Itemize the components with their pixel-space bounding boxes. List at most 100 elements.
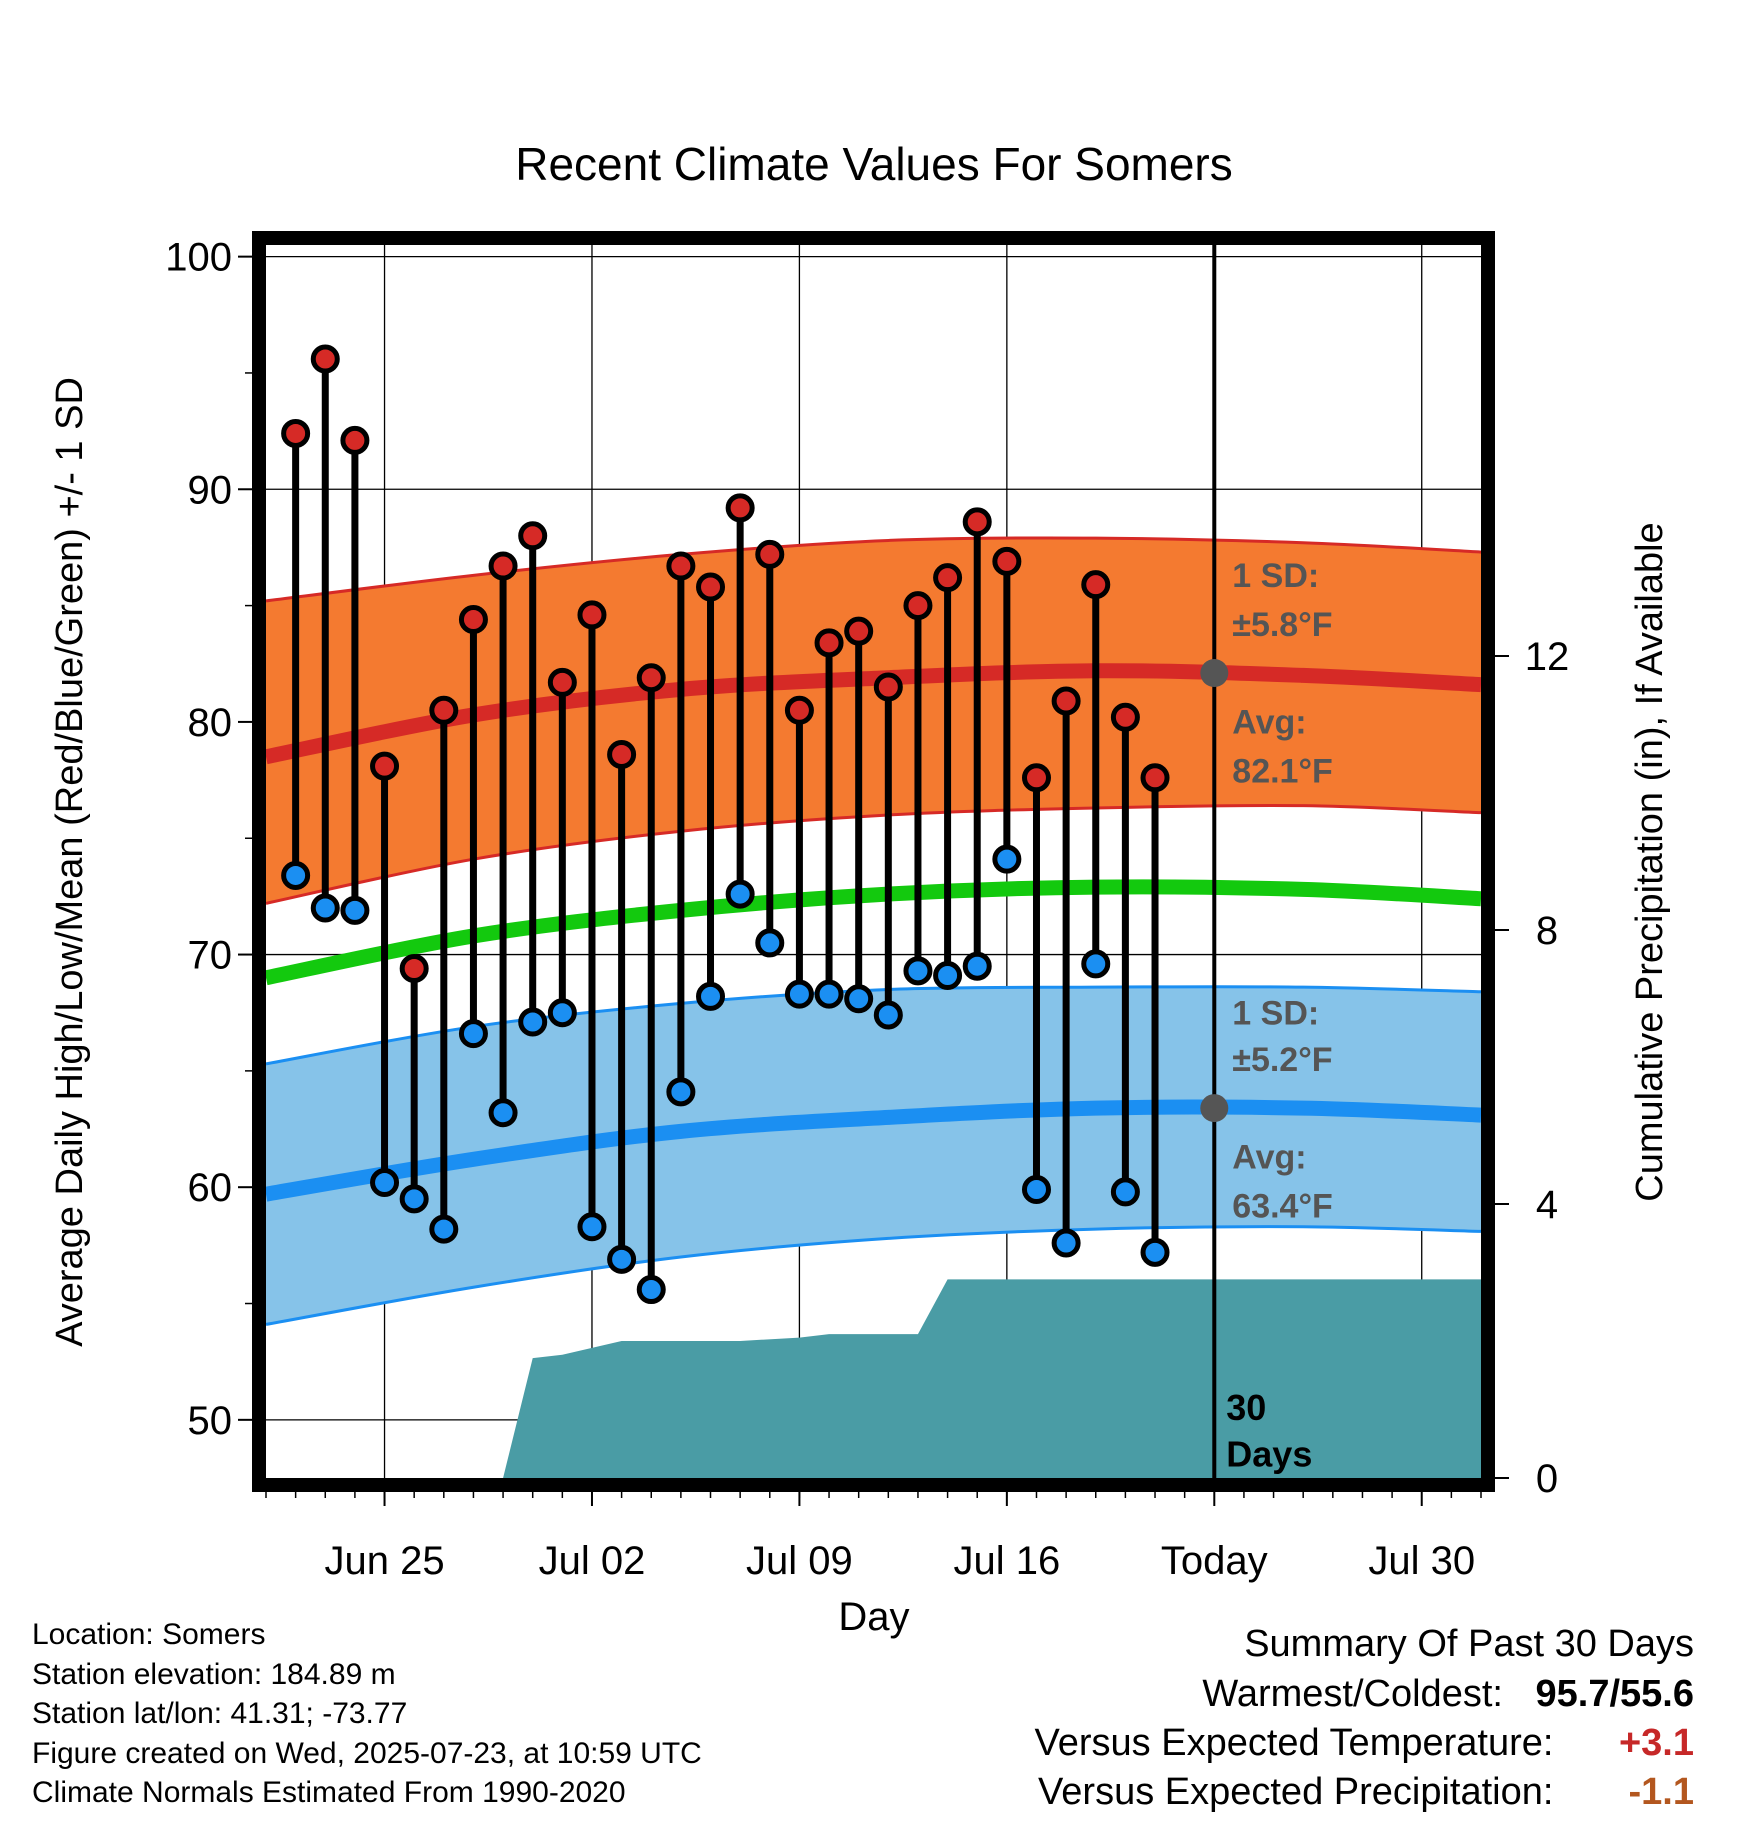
- station-latlon: Station lat/lon: 41.31; -73.77: [32, 1697, 408, 1730]
- obs-high-point-2025-07-02: [577, 600, 607, 630]
- figure-created: Figure created on Wed, 2025-07-23, at 10…: [32, 1736, 702, 1770]
- obs-low-point-2025-07-09: [784, 979, 814, 1009]
- station-location: Location: Somers: [32, 1618, 266, 1651]
- obs-high-point-2025-06-29: [488, 551, 518, 581]
- high-sd-upper-edge: [266, 536, 1481, 603]
- obs-low-point-2025-06-27: [429, 1214, 459, 1244]
- obs-low-point-2025-06-26: [399, 1184, 429, 1214]
- obs-low-point-2025-07-03: [607, 1244, 637, 1274]
- plot-frame: [252, 231, 1495, 1492]
- x-tick-label-2025-07-02: Jul 02: [539, 1539, 646, 1583]
- high-sd-band: [266, 537, 1481, 904]
- x-tick-label-2025-07-09: Jul 09: [746, 1539, 853, 1583]
- obs-low-point-2025-07-08: [755, 928, 785, 958]
- y-tick-label-90: 90: [188, 468, 233, 512]
- y2-axis-label: Cumulative Precipitation (in), If Availa…: [1629, 522, 1671, 1201]
- low-sd-band: [266, 986, 1481, 1325]
- obs-high-point-2025-07-20: [1110, 702, 1140, 732]
- obs-low-point-2025-06-22: [281, 860, 311, 890]
- y-tick-label-50: 50: [188, 1399, 233, 1443]
- obs-high-point-2025-07-09: [784, 695, 814, 725]
- obs-low-point-2025-07-07: [725, 879, 755, 909]
- obs-high-point-2025-07-03: [607, 739, 637, 769]
- obs-low-point-2025-07-12: [873, 1000, 903, 1030]
- obs-low-point-2025-07-18: [1051, 1228, 1081, 1258]
- obs-low-point-2025-07-17: [1021, 1175, 1051, 1205]
- obs-low-point-2025-07-14: [933, 960, 963, 990]
- normals-period: Climate Normals Estimated From 1990-2020: [32, 1776, 626, 1809]
- low-avg-title: Avg:: [1232, 1139, 1306, 1177]
- obs-high-point-2025-07-14: [933, 563, 963, 593]
- obs-high-point-2025-07-15: [962, 507, 992, 537]
- warmest-coldest-value: 95.7/55.6: [1535, 1673, 1694, 1715]
- low-avg-value: 63.4°F: [1232, 1187, 1333, 1225]
- station-elevation: Station elevation: 184.89 m: [32, 1657, 396, 1691]
- obs-low-point-2025-06-25: [370, 1168, 400, 1198]
- high-sd-value: ±5.8°F: [1232, 606, 1332, 644]
- obs-low-point-2025-06-30: [518, 1007, 548, 1037]
- obs-high-point-2025-07-21: [1140, 763, 1170, 793]
- warmest-coldest-label: Warmest/Coldest:: [1202, 1673, 1503, 1715]
- x-axis-label: Day: [838, 1595, 909, 1639]
- obs-high-point-2025-06-26: [399, 954, 429, 984]
- precip-anomaly-value: -1.1: [1628, 1771, 1694, 1813]
- low-sd-lower-edge: [266, 1225, 1481, 1326]
- obs-low-point-2025-07-05: [666, 1077, 696, 1107]
- obs-high-point-2025-07-17: [1021, 763, 1051, 793]
- obs-low-point-2025-07-11: [844, 984, 874, 1014]
- obs-high-point-2025-07-07: [725, 493, 755, 523]
- period-number: 30: [1226, 1387, 1266, 1428]
- high-avg-value: 82.1°F: [1232, 752, 1333, 790]
- low-sd-title: 1 SD:: [1232, 994, 1319, 1032]
- summary-temp-anomaly: Versus Expected Temperature: +3.1: [794, 1719, 1694, 1768]
- obs-low-point-2025-06-28: [458, 1019, 488, 1049]
- y2-tick-label-4: 4: [1536, 1183, 1558, 1227]
- obs-low-point-2025-06-29: [488, 1098, 518, 1128]
- obs-high-point-2025-06-24: [340, 425, 370, 455]
- obs-low-point-2025-07-01: [547, 998, 577, 1028]
- y2-tick-label-8: 8: [1536, 909, 1558, 953]
- today-low-avg-marker: [1200, 1094, 1229, 1123]
- obs-high-point-2025-07-16: [992, 546, 1022, 576]
- obs-high-point-2025-07-11: [844, 616, 874, 646]
- obs-high-point-2025-06-23: [310, 344, 340, 374]
- obs-high-point-2025-07-10: [814, 628, 844, 658]
- precip-area: [503, 1279, 1481, 1478]
- chart-title: Recent Climate Values For Somers: [515, 138, 1233, 190]
- obs-high-point-2025-06-30: [518, 521, 548, 551]
- y2-tick-label-12: 12: [1525, 635, 1570, 679]
- temp-anomaly-value: +3.1: [1618, 1722, 1694, 1764]
- obs-high-point-2025-06-25: [370, 751, 400, 781]
- high-avg-title: Avg:: [1232, 704, 1306, 742]
- x-tick-label-2025-07-23: Today: [1161, 1539, 1268, 1583]
- y2-tick-label-0: 0: [1536, 1457, 1558, 1501]
- high-sd-title: 1 SD:: [1232, 557, 1319, 595]
- obs-high-point-2025-07-01: [547, 667, 577, 697]
- obs-high-point-2025-06-28: [458, 605, 488, 635]
- obs-low-point-2025-06-24: [340, 895, 370, 925]
- obs-high-point-2025-07-06: [696, 572, 726, 602]
- obs-low-point-2025-07-21: [1140, 1237, 1170, 1267]
- summary-panel: Summary Of Past 30 Days Warmest/Coldest:…: [794, 1618, 1694, 1817]
- station-info: Location: Somers Station elevation: 184.…: [32, 1615, 932, 1813]
- obs-high-point-2025-07-13: [903, 591, 933, 621]
- y-axis-label: Average Daily High/Low/Mean (Red/Blue/Gr…: [49, 377, 91, 1347]
- obs-low-point-2025-07-02: [577, 1212, 607, 1242]
- x-tick-label-2025-06-25: Jun 25: [324, 1539, 444, 1583]
- today-high-avg-marker: [1200, 659, 1229, 688]
- precip-anomaly-label: Versus Expected Precipitation:: [1038, 1771, 1554, 1813]
- low-avg-line: [266, 1099, 1481, 1202]
- x-tick-label-2025-07-30: Jul 30: [1368, 1539, 1475, 1583]
- low-sd-value: ±5.2°F: [1232, 1041, 1332, 1079]
- y-tick-label-60: 60: [188, 1166, 233, 1210]
- obs-high-point-2025-07-04: [636, 663, 666, 693]
- obs-high-point-2025-07-19: [1081, 570, 1111, 600]
- obs-high-point-2025-07-12: [873, 672, 903, 702]
- temp-anomaly-label: Versus Expected Temperature:: [1034, 1722, 1554, 1764]
- obs-low-point-2025-07-04: [636, 1275, 666, 1305]
- obs-low-point-2025-06-23: [310, 893, 340, 923]
- summary-title: Summary Of Past 30 Days: [1244, 1623, 1694, 1665]
- obs-low-point-2025-07-15: [962, 951, 992, 981]
- obs-high-point-2025-07-05: [666, 551, 696, 581]
